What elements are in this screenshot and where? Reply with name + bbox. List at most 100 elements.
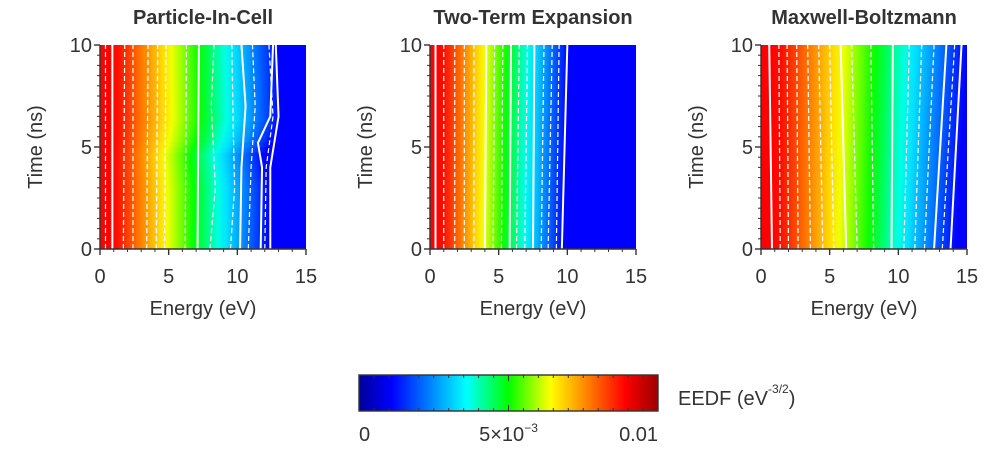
panels-group: 0 5 10 15 0 5 10 Particle-In-Cell Energy (eV) Tim… [25, 7, 978, 320]
heatmap-row [430, 197, 565, 204]
heatmap-row [100, 75, 280, 82]
heatmap-row [100, 166, 266, 173]
heatmap-row [100, 45, 279, 51]
contour-dashed-8 [524, 45, 529, 249]
contour-solid-2 [483, 45, 488, 249]
heatmap-row [430, 126, 567, 133]
heatmap-row [430, 207, 565, 214]
heatmap-row [430, 136, 567, 143]
colorbar-label: EEDF (eV-3/2) [678, 382, 795, 410]
heatmap-row [761, 187, 960, 194]
heatmap-row [430, 115, 567, 122]
panel-title: Maxwell-Boltzmann [771, 7, 957, 29]
contour-dashed-11 [923, 45, 935, 249]
heatmap-row [430, 131, 567, 138]
heatmap-row [100, 90, 281, 97]
heatmap-row [761, 228, 957, 235]
contour-solid-2 [839, 45, 848, 249]
heatmap-row [761, 75, 966, 82]
contour-dashed-7 [851, 45, 858, 249]
heatmap-row [100, 49, 279, 56]
x-tick-label: 0 [94, 266, 105, 288]
heatmap-row [430, 172, 566, 179]
heatmap-row [430, 141, 567, 148]
heatmap-row [430, 95, 568, 102]
heatmap-row [100, 115, 282, 122]
heatmap-row [761, 223, 958, 230]
heatmap-row [100, 80, 280, 87]
heatmap-row [761, 197, 959, 204]
x-tick-label: 5 [163, 266, 174, 288]
heatmap-row [430, 228, 564, 235]
contour-dashed-4 [807, 45, 812, 249]
heatmap-row [761, 126, 963, 133]
heatmap-row [430, 182, 565, 189]
heatmap-row [761, 115, 964, 122]
heatmap-row [761, 156, 961, 163]
heatmap-row [430, 105, 567, 112]
contour-dashed-10 [914, 45, 923, 249]
heatmap-row [761, 131, 963, 138]
contour-solid-4 [256, 45, 275, 249]
x-tick-label: 5 [493, 266, 504, 288]
panel-2: 0 5 10 15 0 5 10 Two-Term Expansion Energy (eV) T… [355, 7, 647, 320]
heatmap-row [430, 146, 566, 153]
heatmap-row [100, 136, 275, 143]
x-tick-label: 5 [824, 266, 835, 288]
heatmap-row [761, 85, 965, 92]
heatmap-row [430, 70, 568, 77]
heatmap-row [100, 121, 280, 128]
heatmap-row [100, 95, 281, 102]
heatmap-row [430, 192, 565, 199]
colorbar: 0 5×10−3 0.01 EEDF (eV-3/2) [358, 374, 795, 446]
heatmap-area [430, 45, 636, 249]
y-axis-label: Time (ns) [355, 105, 377, 189]
heatmap-row [430, 151, 566, 158]
x-tick-label: 0 [424, 266, 435, 288]
heatmap-row [430, 75, 568, 82]
heatmap-row [430, 156, 566, 163]
heatmap-row [100, 197, 269, 204]
heatmap-row [100, 161, 266, 168]
y-tick-label: 0 [411, 239, 422, 261]
contour-dashed-11 [555, 45, 560, 249]
contour-dashed-5 [492, 45, 496, 249]
x-tick-label: 10 [226, 266, 248, 288]
contour-dashed-7 [515, 45, 520, 249]
heatmap-row [430, 161, 566, 168]
heatmap-row [430, 187, 565, 194]
y-tick-label: 5 [411, 137, 422, 159]
heatmap-row [100, 59, 280, 66]
heatmap-row [100, 146, 268, 153]
heatmap-row [761, 151, 962, 158]
heatmap-row [100, 85, 281, 92]
heatmap-row [430, 166, 566, 173]
heatmap-row [761, 243, 957, 249]
heatmap-row [100, 238, 269, 245]
heatmap-row [761, 141, 962, 148]
contour-solid-5 [560, 45, 569, 249]
heatmap-row [761, 136, 962, 143]
heatmap-row [100, 217, 269, 224]
heatmap-row [430, 177, 566, 184]
contour-dashed-5 [155, 45, 159, 249]
contour-dashed-2 [786, 45, 790, 249]
contour-solid-5 [269, 45, 280, 249]
contour-dashed-7 [184, 45, 188, 249]
heatmap-row [430, 64, 569, 71]
heatmap-row [100, 131, 276, 138]
heatmap-row [761, 192, 959, 199]
contour-solid-3 [508, 45, 513, 249]
heatmap-row [430, 45, 569, 51]
heatmap-row [761, 217, 958, 224]
heatmap-row [100, 192, 269, 199]
heatmap-row [100, 151, 264, 158]
panel-1: 0 5 10 15 0 5 10 Particle-In-Cell Energy (eV) Tim… [25, 7, 317, 320]
panel-title: Particle-In-Cell [133, 7, 273, 29]
colorbar-tick-label: 0.01 [619, 424, 658, 446]
contour-solid-3 [239, 45, 247, 249]
contour-dashed-10 [547, 45, 553, 249]
contour-dashed-3 [796, 45, 799, 249]
contour-dashed-1 [778, 45, 781, 249]
